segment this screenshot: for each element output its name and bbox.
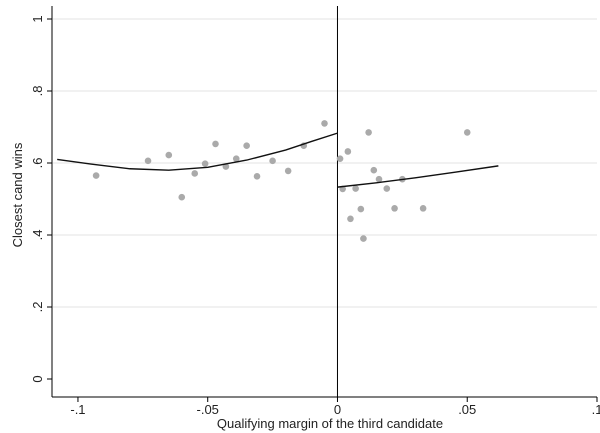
scatter-point-26 <box>391 205 398 212</box>
axes <box>51 6 597 398</box>
scatter-point-9 <box>243 142 250 150</box>
scatter-point-10 <box>253 173 261 180</box>
scatter-point-11 <box>269 157 276 165</box>
y-tick-label-4: .8 <box>30 86 45 97</box>
y-tick-label-1: .2 <box>30 302 45 313</box>
scatter-point-23 <box>370 166 378 174</box>
scatter-point-29 <box>463 129 471 136</box>
x-axis-ticks: -.1 -.05 0 .05 .1 <box>70 397 600 417</box>
scatter-point-28 <box>419 205 427 212</box>
y-tick-label-5: 1 <box>30 15 45 22</box>
x-tick-label-3: .05 <box>458 402 476 417</box>
fit-line-right <box>337 165 499 188</box>
fit-line-left <box>57 132 338 171</box>
y-axis-label: Closest cand wins <box>10 142 25 247</box>
y-tick-label-2: .4 <box>30 230 45 241</box>
scatter-point-25 <box>383 185 391 192</box>
scatter-point-18 <box>347 215 354 223</box>
scatter-point-17 <box>344 148 352 155</box>
scatter-point-2 <box>165 151 173 159</box>
scatter-point-24 <box>375 175 383 183</box>
fit-lines <box>57 132 499 188</box>
scatter-point-8 <box>232 155 240 162</box>
y-tick-label-3: .6 <box>30 158 45 169</box>
scatter-point-1 <box>144 157 152 165</box>
scatter-point-12 <box>284 167 292 175</box>
gridlines <box>53 18 597 308</box>
y-tick-label-0: 0 <box>30 375 45 382</box>
x-tick-label-4: .1 <box>592 402 600 417</box>
scatter-point-3 <box>178 193 186 201</box>
scatter-point-5 <box>201 160 209 168</box>
x-tick-label-0: -.1 <box>70 402 85 417</box>
y-axis-ticks: 0 .2 .4 .6 .8 1 <box>30 15 52 383</box>
x-axis-label: Qualifying margin of the third candidate <box>217 416 443 431</box>
scatter-point-15 <box>336 155 344 162</box>
x-tick-label-1: -.05 <box>197 402 219 417</box>
scatter-point-14 <box>321 120 328 127</box>
scatter-point-21 <box>360 235 367 242</box>
scatter-point-19 <box>352 185 359 192</box>
scatter-point-4 <box>191 170 199 177</box>
scatter-point-20 <box>357 205 365 213</box>
scatter-point-6 <box>212 140 219 148</box>
scatter-point-22 <box>365 129 372 136</box>
x-tick-label-2: 0 <box>334 402 341 417</box>
scatter-point-0 <box>92 172 100 179</box>
scatter-points <box>92 120 471 242</box>
